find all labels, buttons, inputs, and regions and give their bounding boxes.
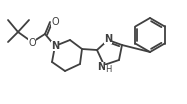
- Text: O: O: [51, 17, 59, 27]
- Text: N: N: [51, 41, 59, 51]
- Text: H: H: [105, 64, 111, 74]
- Text: N: N: [97, 62, 105, 72]
- Text: O: O: [28, 38, 36, 48]
- Text: N: N: [104, 34, 112, 44]
